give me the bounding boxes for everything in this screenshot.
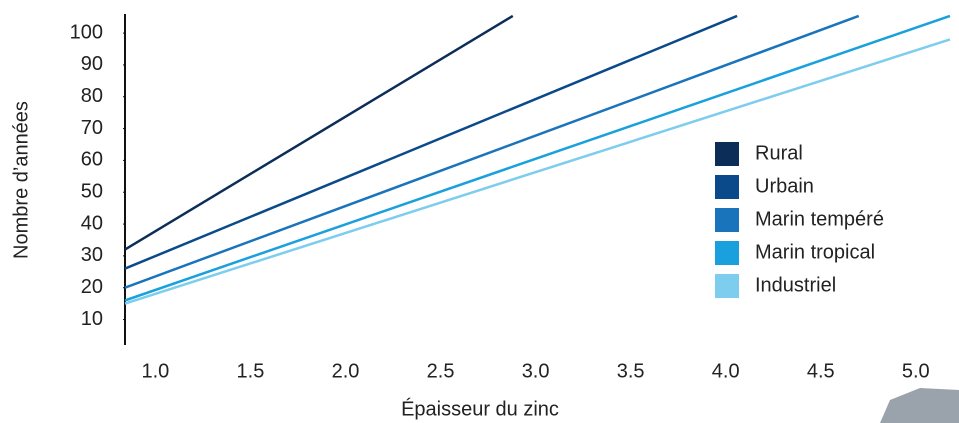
x-tick-label: 2.5 — [427, 360, 455, 382]
y-tick-label: 20 — [81, 276, 103, 298]
x-axis-title: Épaisseur du zinc — [401, 397, 559, 420]
line — [125, 16, 737, 269]
legend-swatch — [715, 208, 739, 232]
line — [125, 39, 950, 303]
y-tick-label: 40 — [81, 212, 103, 234]
x-tick-label: 1.0 — [142, 360, 170, 382]
line — [125, 16, 859, 288]
y-tick-label: 100 — [70, 21, 103, 43]
y-tick-label: 90 — [81, 53, 103, 75]
legend-swatch — [715, 274, 739, 298]
legend-label: Marin tempéré — [755, 208, 884, 230]
y-tick-label: 30 — [81, 244, 103, 266]
x-tick-label: 5.0 — [902, 360, 930, 382]
x-tick-label: 2.0 — [332, 360, 360, 382]
x-tick-label: 4.5 — [807, 360, 835, 382]
legend-swatch — [715, 241, 739, 265]
y-tick-label: 70 — [81, 117, 103, 139]
x-tick-label: 3.5 — [617, 360, 645, 382]
legend-label: Industriel — [755, 274, 836, 296]
x-tick-label: 4.0 — [712, 360, 740, 382]
legend-swatch — [715, 142, 739, 166]
legend-swatch — [715, 175, 739, 199]
x-tick-label: 1.5 — [237, 360, 265, 382]
y-tick-label: 50 — [81, 181, 103, 203]
y-tick-label: 60 — [81, 149, 103, 171]
x-tick-label: 3.0 — [522, 360, 550, 382]
legend-label: Urbain — [755, 175, 814, 197]
legend-label: Rural — [755, 142, 803, 164]
y-tick-label: 10 — [81, 308, 103, 330]
y-tick-label: 80 — [81, 85, 103, 107]
chart: Épaisseur du zinc Nombre d’années 10 20 30… — [0, 0, 959, 423]
corner-image — [880, 388, 959, 423]
y-axis-title: Nombre d’années — [10, 101, 32, 259]
legend-label: Marin tropical — [755, 241, 875, 263]
